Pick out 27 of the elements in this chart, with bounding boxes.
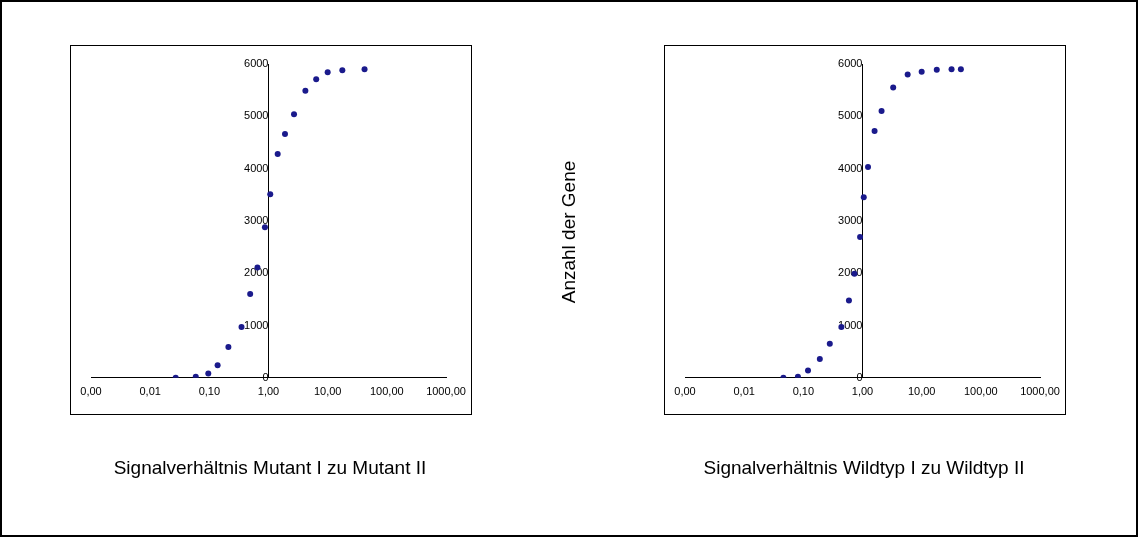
y-tick-label: 3000 [244,213,269,226]
x-tick-label: 1,00 [851,385,874,398]
y-tick-label: 4000 [244,161,269,174]
x-tick-label: 0,10 [792,385,815,398]
y-tick-label: 3000 [838,213,863,226]
x-tick-label: 10,00 [907,385,936,398]
y-tick-label: 2000 [244,266,269,279]
x-tick-label: 0,01 [139,385,161,398]
y-axis-title: Anzahl der Gene [557,160,580,304]
x-tick-label: 0,00 [80,385,102,398]
x-tick-label: 1000,00 [426,385,466,398]
y-tick-label: 5000 [838,109,863,122]
x-axis-title: Signalverhältnis Mutant I zu Mutant II [112,457,428,479]
x-tick-label: 1,00 [257,385,280,398]
x-axis-title: Signalverhältnis Wildtyp I zu Wildtyp II [702,457,1026,479]
x-tick-label: 0,00 [674,385,696,398]
y-tick-label: 4000 [838,161,863,174]
x-tick-label: 100,00 [370,385,404,398]
y-tick-label: 6000 [838,57,863,70]
x-tick-label: 100,00 [964,385,998,398]
y-tick-label: 1000 [244,318,269,331]
x-tick-label: 0,01 [733,385,755,398]
y-tick-label: 6000 [244,57,269,70]
y-tick-label: 5000 [244,109,269,122]
x-tick-label: 0,10 [198,385,221,398]
x-tick-label: 1000,00 [1020,385,1060,398]
x-tick-label: 10,00 [313,385,342,398]
